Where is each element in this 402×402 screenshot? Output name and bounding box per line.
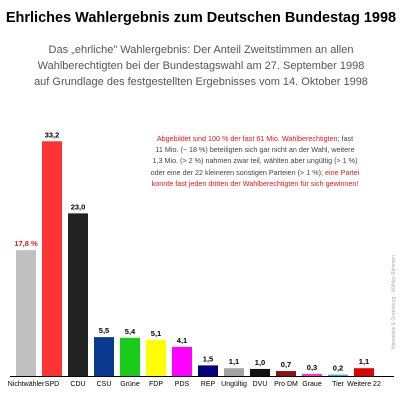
value-label: 1,1	[359, 357, 369, 366]
chart-title: Ehrliches Wahlergebnis zum Deutschen Bun…	[5, 10, 397, 26]
value-label: 23,0	[71, 202, 86, 211]
value-label: 33,2	[45, 130, 60, 139]
value-label: 5,1	[151, 329, 161, 338]
bar-rep	[198, 365, 218, 376]
value-label: 5,4	[125, 327, 136, 336]
bar-fdp	[146, 339, 166, 376]
category-label: CSU	[97, 381, 112, 388]
value-label: 1,1	[229, 357, 239, 366]
annotation-text: ; fast	[337, 134, 354, 143]
category-label: Nichtwähler	[8, 381, 45, 388]
annotation-text: 1,3 Mio. (> 2 %) nahmen zwar teil, wählt…	[152, 156, 358, 166]
subtitle-line: Das „ehrliche" Wahlergebnis: Der Anteil …	[48, 44, 354, 56]
value-label: 0,2	[333, 364, 343, 373]
category-label: Graue	[302, 381, 322, 388]
bar-weitere-22	[354, 368, 374, 376]
bar-pro-dm	[276, 371, 296, 376]
annotation-highlight: Abgebildet sind 100 % der fast 61 Mio. W…	[156, 134, 338, 143]
annotation-highlight: eine Partei	[325, 167, 360, 177]
bar-graue	[302, 373, 322, 376]
annotation-text: 11 Mio. (~ 18 %) beteiligten sich gar ni…	[155, 145, 355, 155]
category-label: Weitere 22	[347, 381, 381, 388]
category-label: PDS	[175, 381, 190, 388]
value-label: 1,0	[255, 358, 265, 367]
chart-annotation: Abgebildet sind 100 % der fast 61 Mio. W…	[110, 133, 400, 189]
annotation-highlight: konnte fast jeden dritten der Wahlberech…	[151, 178, 359, 188]
category-label: SPD	[45, 381, 59, 388]
bar-dvu	[250, 368, 270, 376]
value-label: 5,5	[99, 326, 109, 335]
value-label: 0,3	[307, 363, 317, 372]
bar-gr-ne	[120, 337, 140, 376]
category-label: FDP	[149, 381, 163, 388]
category-label: Tier	[332, 381, 344, 388]
subtitle-line: auf Grundlage des festgestellten Ergebni…	[34, 76, 368, 88]
category-label: Grüne	[120, 381, 140, 388]
bar-spd	[42, 141, 62, 376]
value-label: 4,1	[177, 336, 187, 345]
category-label: CDU	[70, 381, 85, 388]
bar-csu	[94, 337, 114, 376]
value-label: 0,7	[281, 360, 291, 369]
category-label: Pro DM	[274, 381, 298, 388]
category-label: DVU	[253, 381, 268, 388]
subtitle-line: Wahlberechtigten bei der Bundestagswahl …	[37, 60, 365, 72]
bar-ung-ltig	[224, 368, 244, 376]
category-label: REP	[201, 381, 216, 388]
category-label: Ungültig	[221, 381, 247, 388]
bar-cdu	[68, 213, 88, 376]
bar-tier	[328, 374, 348, 376]
bar-nichtw-hler	[16, 250, 36, 376]
bar-pds	[172, 347, 192, 376]
value-label: 1,5	[203, 354, 213, 363]
chart-subtitle: Das „ehrliche" Wahlergebnis: Der Anteil …	[0, 42, 402, 90]
value-label: 17,8 %	[14, 239, 38, 248]
annotation-text: oder eine der 22 kleineren sonstigen Par…	[150, 167, 326, 177]
